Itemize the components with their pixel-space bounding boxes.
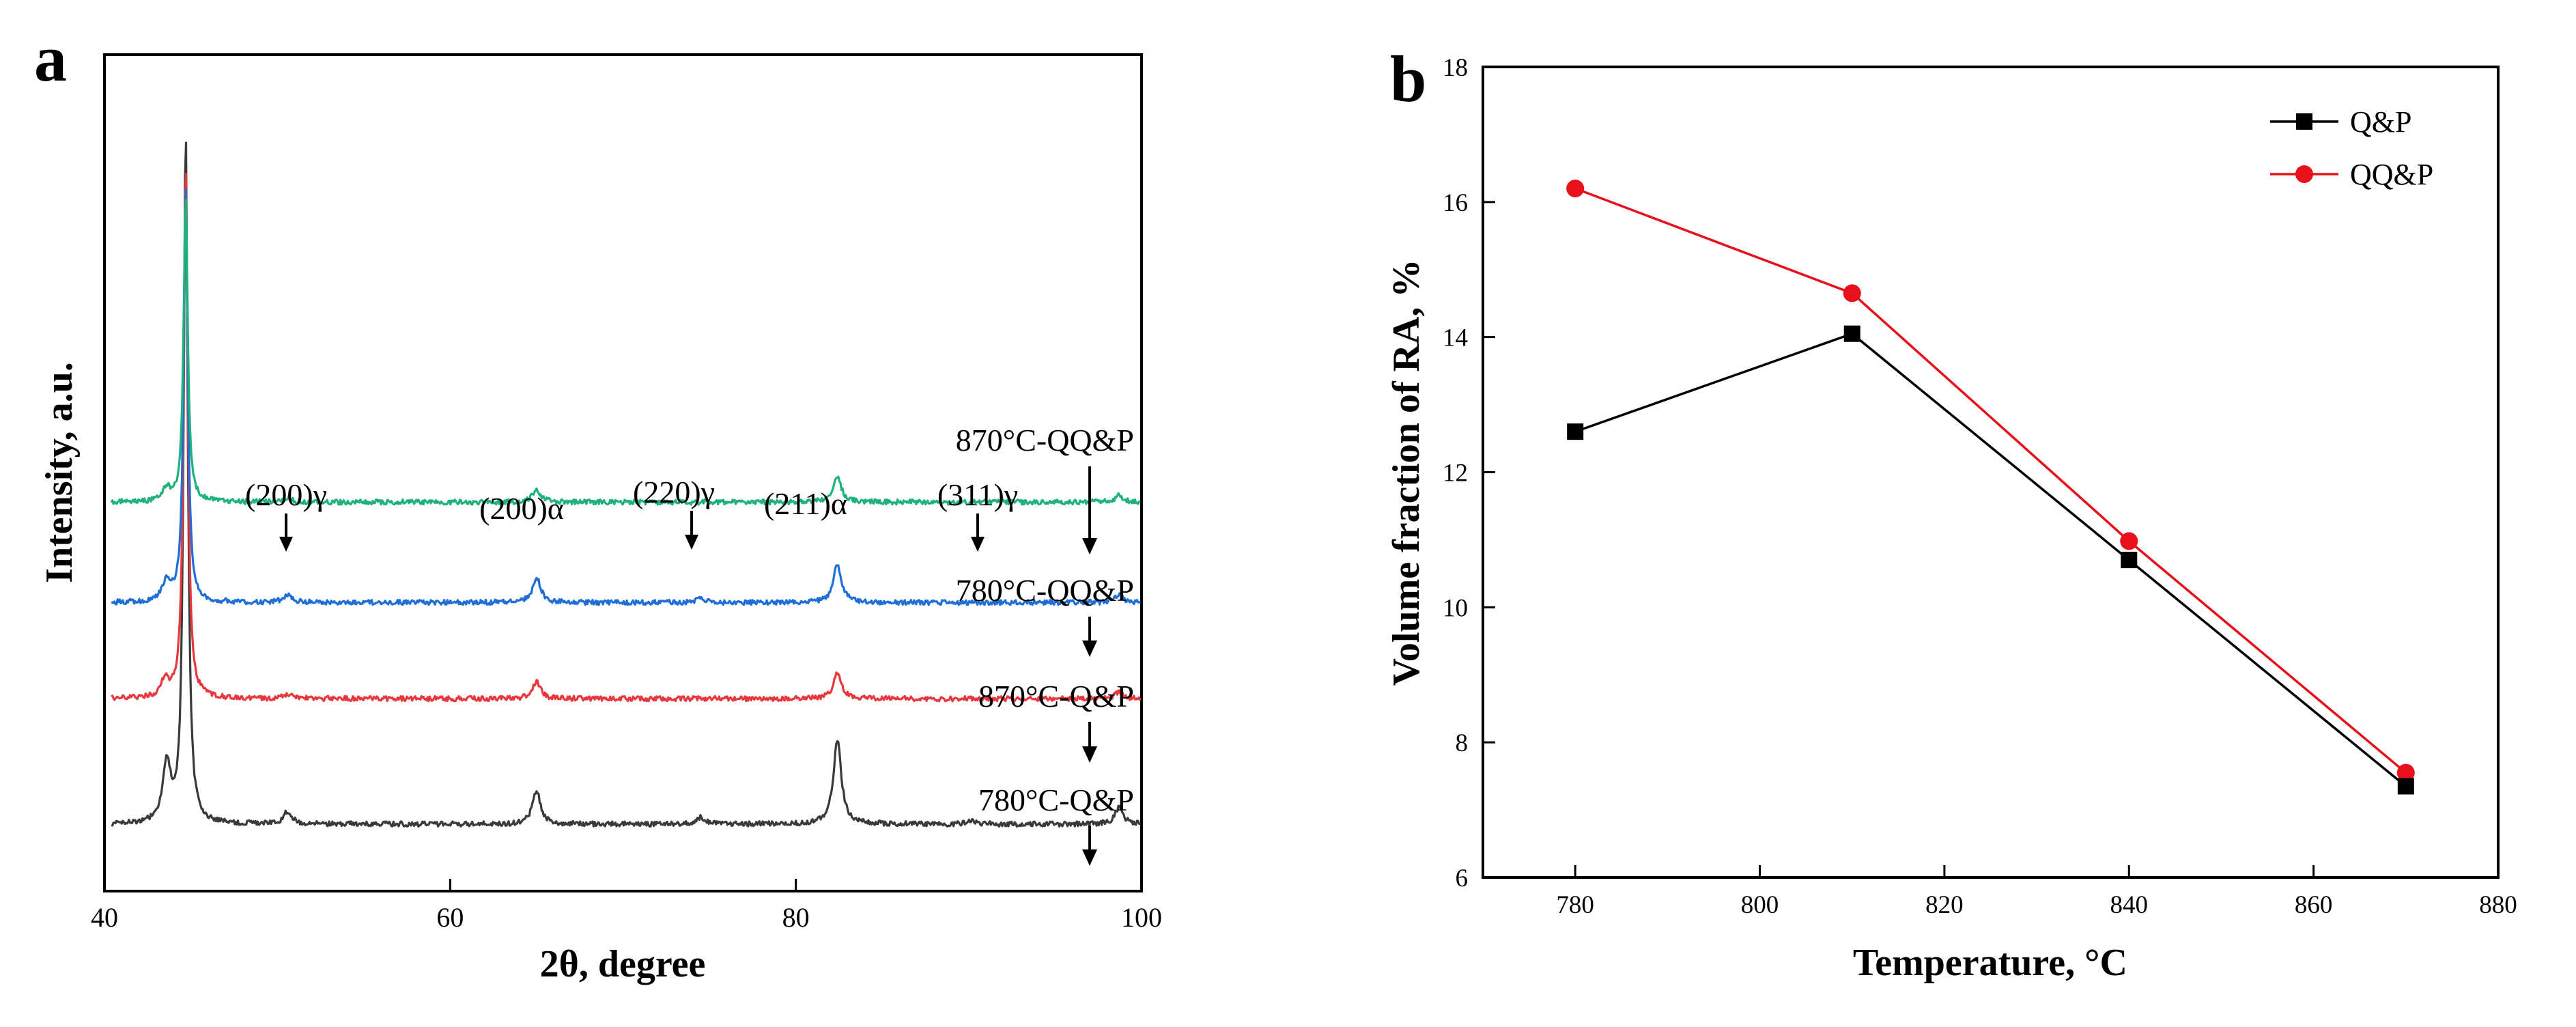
legend-marker-qqandp xyxy=(2295,165,2313,183)
panel-b-y-axis-title: Volume fraction of RA, % xyxy=(1385,259,1428,686)
panel-a-x-tick-label: 40 xyxy=(91,902,118,933)
panel-b-x-tick-label: 780 xyxy=(1556,891,1594,919)
series-arrow-head xyxy=(1082,746,1098,763)
series-label-870c-qqandp: 870°C-QQ&P xyxy=(956,423,1134,458)
panel-a-letter: a xyxy=(34,22,67,95)
panel-b-legend: Q&P QQ&P xyxy=(2270,105,2433,191)
series-line-qandp xyxy=(1574,332,2407,787)
panel-a-y-axis-title: Intensity, a.u. xyxy=(38,362,81,583)
data-point-qqandp xyxy=(2120,532,2138,550)
series-label-870c-qandp: 870°C-Q&P xyxy=(978,679,1134,714)
panel-a-series-labels: 780°C-Q&P 870°C-Q&P 780°C-QQ&P 870°C-QQ&P xyxy=(956,423,1134,866)
panel-b-x-tick-label: 800 xyxy=(1741,891,1779,919)
panel-b-y-tick-label: 16 xyxy=(1443,189,1468,217)
series-label-780c-qqandp: 780°C-QQ&P xyxy=(956,573,1134,608)
legend-label-qandp: Q&P xyxy=(2350,105,2411,139)
panel-b: b 780 800 820 840 860 880 6 8 10 12 14 16 18 Q&P QQ&P… xyxy=(1385,42,2517,984)
series-label-780c-qandp: 780°C-Q&P xyxy=(978,783,1134,817)
legend-marker-qandp xyxy=(2296,113,2312,130)
data-point-qandp xyxy=(1843,325,1860,342)
xrd-pattern-780c-qqandp xyxy=(111,188,1142,606)
peak-label-200: (200)γ xyxy=(245,477,327,512)
peak-arrow-head xyxy=(971,537,985,552)
panel-b-y-tick-label: 10 xyxy=(1443,594,1468,622)
panel-b-x-axis-title: Temperature, °C xyxy=(1853,942,2127,984)
peak-label-200: (200)α xyxy=(479,491,564,526)
data-point-qandp xyxy=(1567,423,1584,440)
panel-a-series xyxy=(110,141,1142,828)
panel-b-y-tick-label: 6 xyxy=(1456,864,1469,892)
series-arrow-head xyxy=(1082,641,1098,657)
peak-label-311: (311)γ xyxy=(937,477,1018,512)
panel-b-y-tick-label: 12 xyxy=(1443,460,1468,488)
data-point-qqandp xyxy=(1566,180,1585,198)
peak-arrow-head xyxy=(685,535,698,550)
panel-b-ticks: 780 800 820 840 860 880 6 8 10 12 14 16 18 xyxy=(1443,54,2517,919)
panel-b-x-tick-label: 860 xyxy=(2295,891,2333,919)
panel-a: a 40 60 80 100 780°C-Q&P 870°C-Q&P 780°C-QQ&P… xyxy=(34,22,1162,985)
xrd-pattern-870c-qandp xyxy=(111,173,1142,703)
peak-label-220: (220)γ xyxy=(633,475,715,509)
panel-b-letter: b xyxy=(1390,42,1426,115)
panel-a-x-tick-label: 60 xyxy=(436,902,464,933)
panel-b-series xyxy=(1566,180,2415,795)
panel-a-x-tick-label: 80 xyxy=(782,902,810,933)
panel-b-x-tick-label: 880 xyxy=(2479,891,2517,919)
series-arrow-head xyxy=(1082,849,1098,866)
data-point-qqandp xyxy=(1843,284,1861,303)
legend-label-qqandp: QQ&P xyxy=(2350,158,2433,191)
panel-b-y-tick-label: 18 xyxy=(1443,54,1468,82)
peak-arrow-head xyxy=(279,537,293,552)
xrd-pattern-870c-qqandp xyxy=(110,199,1141,506)
panel-b-y-tick-label: 14 xyxy=(1443,324,1468,352)
data-point-qandp xyxy=(2397,778,2414,795)
panel-b-x-tick-label: 820 xyxy=(1925,891,1964,919)
panel-a-x-axis-title: 2θ, degree xyxy=(540,943,706,985)
data-point-qandp xyxy=(2121,552,2138,569)
peak-label-211: (211)α xyxy=(764,486,847,521)
panel-a-frame xyxy=(103,53,1143,892)
panel-a-x-ticks: 40 60 80 100 xyxy=(91,879,1162,933)
panel-b-y-tick-label: 8 xyxy=(1456,729,1469,757)
panel-b-x-tick-label: 840 xyxy=(2110,891,2149,919)
data-point-qqandp xyxy=(2396,763,2415,782)
panel-a-annotations: (200)γ (200)α (220)γ (211)α (311)γ xyxy=(245,475,1018,552)
series-arrow-head xyxy=(1082,538,1098,554)
series-line-qqandp xyxy=(1574,187,2407,774)
xrd-pattern-780c-qandp xyxy=(111,141,1141,828)
panel-b-frame xyxy=(1482,66,2500,879)
panel-a-x-tick-label: 100 xyxy=(1121,902,1162,933)
